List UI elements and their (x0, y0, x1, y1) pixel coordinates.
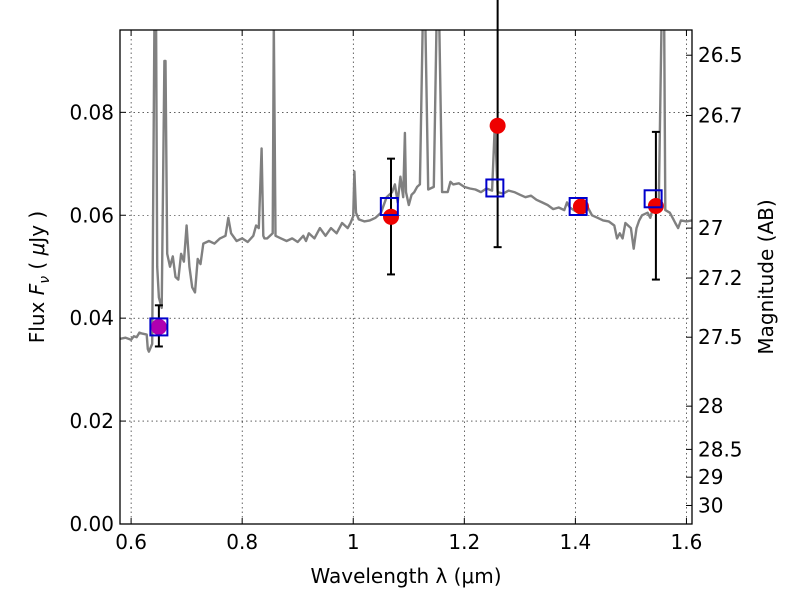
y-axis-label-part: ( (25, 255, 49, 276)
y2-tick-label: 30 (698, 493, 723, 517)
y-tick-label: 0.00 (69, 512, 114, 536)
y2-tick-label: 28.5 (698, 437, 743, 461)
y2-tick-label: 27.2 (698, 266, 743, 290)
x-tick-label: 1.6 (671, 530, 703, 554)
grid-lines (120, 30, 692, 525)
y-tick-label: 0.04 (69, 306, 114, 330)
model-photometry-square (568, 197, 588, 217)
y2-tick-label: 27.5 (698, 325, 743, 349)
model-photometry-square (485, 178, 505, 198)
model-photometry-square (643, 189, 663, 209)
x-tick-label: 0.6 (115, 530, 147, 554)
y-tick-label: 0.06 (69, 203, 114, 227)
y-tick-label: 0.08 (69, 100, 114, 124)
error-bars (154, 0, 660, 348)
y2-tick-label: 28 (698, 394, 723, 418)
x-tick-label: 0.8 (226, 530, 258, 554)
axis-ticks (120, 30, 692, 525)
y-axis-label: Flux Fν ( μJy ) (25, 211, 53, 343)
model-spectrum-line (120, 30, 692, 353)
model-photometry-squares (149, 178, 663, 337)
y2-tick-label: 29 (698, 465, 723, 489)
y-tick-label: 0.02 (69, 409, 114, 433)
y-axis-label-part: Flux (25, 295, 49, 343)
x-tick-label: 1.2 (448, 530, 480, 554)
model-spectrum (120, 30, 692, 353)
x-tick-label: 1.4 (559, 530, 591, 554)
y-axis-label-subscript: ν (37, 276, 53, 284)
y2-tick-label: 27 (698, 216, 723, 240)
x-tick-labels: 0.6 0.8 1 1.2 1.4 1.6 (115, 530, 702, 554)
observed-point (489, 117, 506, 134)
plot-frame (119, 29, 693, 525)
model-photometry-square (149, 317, 169, 337)
y2-tick-label: 26.7 (698, 103, 743, 127)
x-tick-label: 1 (347, 530, 360, 554)
observed-point (383, 208, 400, 225)
y2-tick-labels: 26.5 26.7 27 27.2 27.5 28 28.5 29 30 (698, 43, 743, 517)
observed-point (150, 318, 167, 335)
y-axis-label-symbol: F (25, 283, 49, 295)
y2-tick-label: 26.5 (698, 43, 743, 67)
y-axis-label-part: Jy ) (25, 211, 49, 245)
y2-axis-label: Magnitude (AB) (754, 199, 778, 354)
model-photometry-square (379, 197, 399, 217)
y-tick-labels: 0.00 0.02 0.04 0.06 0.08 (69, 100, 114, 536)
y-axis-label-mu: μ (25, 243, 49, 257)
x-axis-label: Wavelength λ (μm) (310, 564, 501, 588)
observed-point (647, 197, 664, 214)
